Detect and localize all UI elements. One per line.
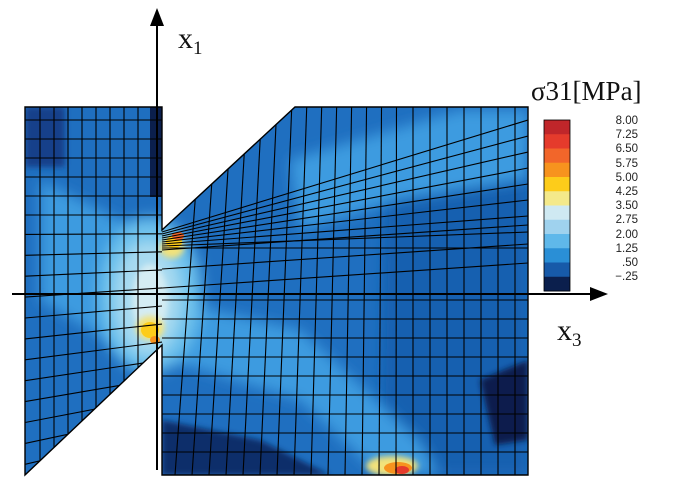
color-bar-cell — [544, 177, 570, 192]
color-bar-cell — [544, 206, 570, 221]
color-bar-cell — [544, 234, 570, 249]
legend-tick-label: .50 — [622, 258, 638, 270]
color-bar-cell — [544, 220, 570, 235]
color-bar — [544, 120, 570, 292]
legend-tick-label: 2.75 — [616, 215, 638, 227]
x3-axis-label: x3 — [557, 316, 582, 350]
legend-tick-label: 5.75 — [616, 159, 638, 171]
legend-tick-label: −.25 — [615, 272, 638, 284]
legend-tick-label: 8.00 — [616, 116, 638, 128]
x1-axis-subscript: 1 — [193, 38, 203, 59]
legend-tick-label: 4.25 — [616, 187, 638, 199]
legend-tick-label: 6.50 — [616, 144, 638, 156]
x1-axis-label: x1 — [178, 24, 203, 58]
mesh-line — [25, 234, 162, 235]
color-bar-cell — [544, 191, 570, 206]
legend-tick-label: 5.00 — [616, 173, 638, 185]
x3-axis-symbol: x — [557, 314, 572, 347]
color-bar-cell — [544, 120, 570, 135]
legend-tick-label: 2.00 — [616, 230, 638, 242]
legend-tick-label: 1.25 — [616, 244, 638, 256]
legend-title: σ31[MPa] — [531, 76, 642, 107]
x1-axis-symbol: x — [178, 22, 193, 55]
color-bar-cell — [544, 149, 570, 164]
color-bar-cell — [544, 134, 570, 149]
x3-axis-subscript: 3 — [572, 330, 582, 351]
legend-tick-label: 3.50 — [616, 201, 638, 213]
x3-axis-arrowhead — [590, 287, 608, 301]
x1-axis-arrowhead — [150, 8, 164, 26]
color-bar-cell — [544, 263, 570, 278]
color-bar-cell — [544, 248, 570, 263]
color-bar-cell — [544, 277, 570, 292]
color-bar-cell — [544, 163, 570, 178]
legend-tick-label: 7.25 — [616, 130, 638, 142]
